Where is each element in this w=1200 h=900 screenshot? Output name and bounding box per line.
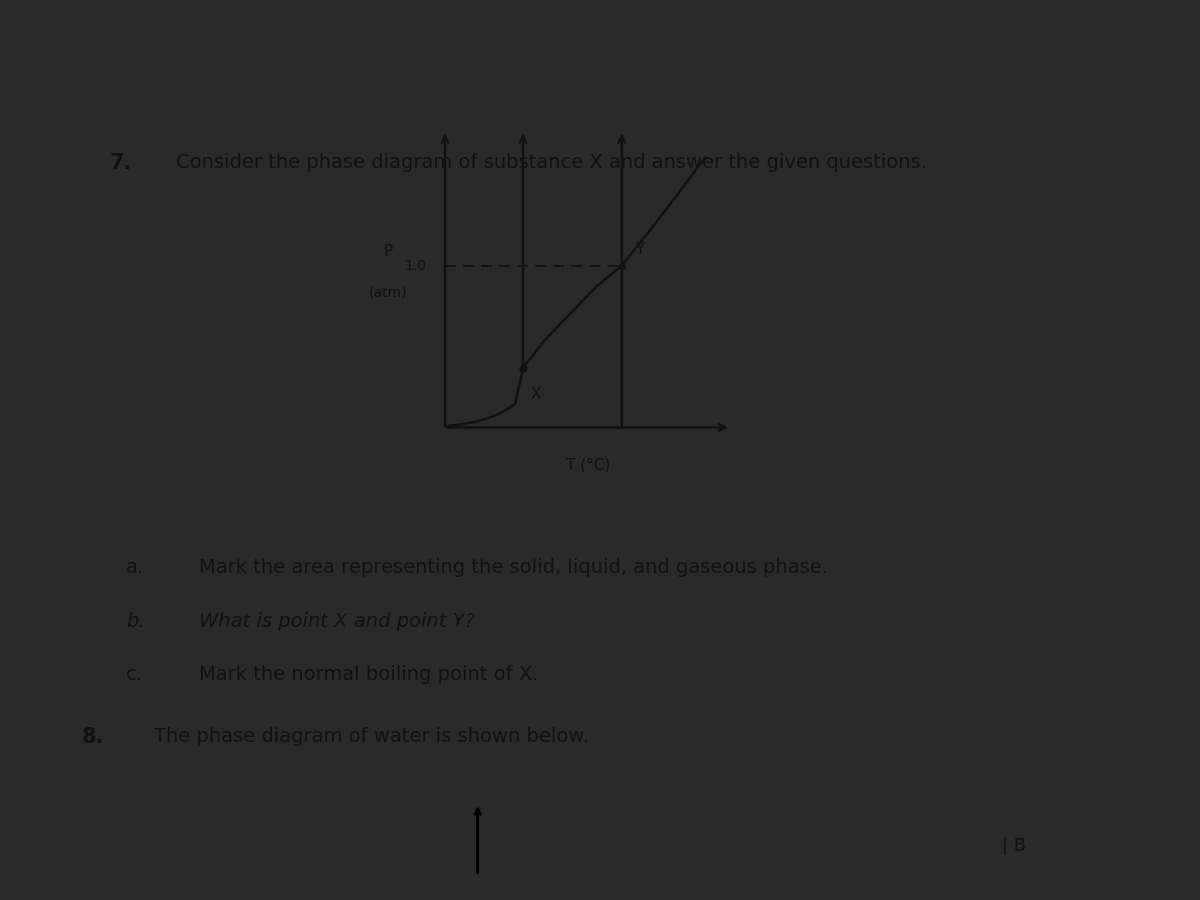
Text: c.: c. (126, 665, 143, 684)
Text: a.: a. (126, 558, 144, 577)
Text: Mark the area representing the solid, liquid, and gaseous phase.: Mark the area representing the solid, li… (199, 558, 828, 577)
Text: 8.: 8. (82, 726, 104, 746)
Text: Mark the normal boiling point of X.: Mark the normal boiling point of X. (199, 665, 538, 684)
Text: X: X (530, 387, 541, 402)
Text: b.: b. (126, 612, 145, 631)
Text: Consider the phase diagram of substance X and answer the given questions.: Consider the phase diagram of substance … (176, 153, 928, 172)
Text: T (°C): T (°C) (566, 458, 610, 473)
Text: 1.0: 1.0 (404, 258, 427, 273)
Text: P: P (383, 245, 392, 259)
Text: Y: Y (635, 242, 644, 257)
Text: (atm): (atm) (368, 285, 407, 300)
Text: What is point X and point Y?: What is point X and point Y? (199, 612, 474, 631)
Text: | B: | B (1002, 837, 1026, 855)
Text: 7.: 7. (109, 153, 132, 173)
Text: The phase diagram of water is shown below.: The phase diagram of water is shown belo… (154, 726, 589, 745)
